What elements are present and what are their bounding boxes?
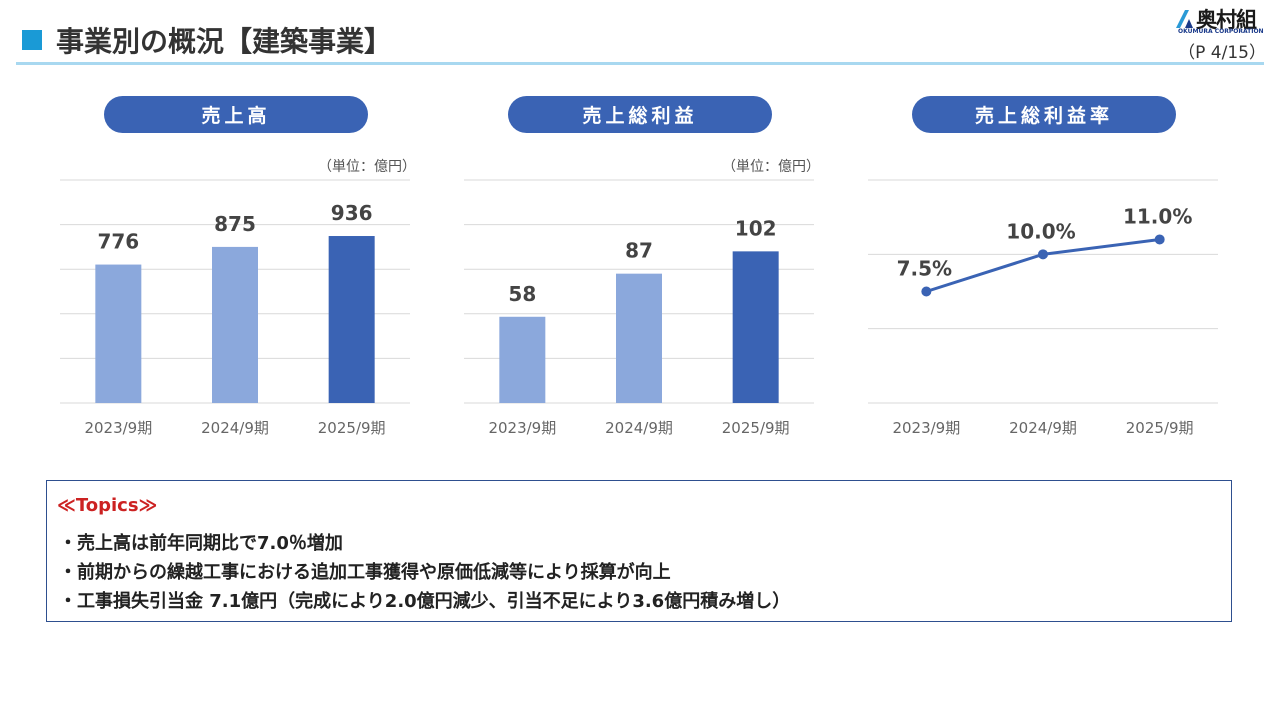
logo-mark-icon — [1176, 10, 1193, 28]
tick-label: 2025/9期 — [1126, 419, 1194, 437]
data-label: 936 — [331, 201, 373, 225]
title-underline — [16, 62, 1264, 65]
bar — [328, 236, 375, 403]
logo-subtitle: OKUMURA CORPORATION — [1178, 28, 1264, 35]
gross-margin-line-chart: 7.5% 10.0% 11.0% 2023/9期 2024/9期 2025/9期 — [868, 179, 1218, 437]
data-label: 875 — [214, 212, 256, 236]
bar — [95, 264, 142, 403]
pill-sales: 売上高 — [104, 96, 368, 133]
gross-profit-bar-chart: 58 87 102 2023/9期 2024/9期 2025/9期 — [464, 179, 814, 437]
pill-gross-profit: 売上総利益 — [508, 96, 772, 133]
data-point — [1038, 249, 1048, 260]
bar — [212, 246, 258, 403]
data-point — [1154, 234, 1165, 245]
tick-label: 2024/9期 — [1009, 419, 1077, 437]
unit-label-sales: （単位：億円） — [318, 159, 416, 175]
page-indicator: （P 4/15） — [1178, 43, 1266, 63]
tick-label: 2024/9期 — [605, 419, 673, 437]
data-label: 776 — [97, 230, 139, 254]
topics-box: ≪Topics≫ ・売上高は前年同期比で7.0％増加 ・前期からの繰越工事におけ… — [46, 480, 1232, 622]
topics-heading: ≪Topics≫ — [57, 495, 158, 516]
tick-label: 2023/9期 — [84, 419, 152, 437]
tick-label: 2023/9期 — [488, 419, 556, 437]
data-label: 58 — [508, 282, 536, 306]
tick-label: 2025/9期 — [318, 419, 386, 437]
bar — [499, 316, 546, 403]
bar — [616, 273, 662, 403]
unit-label-gross-profit: （単位：億円） — [722, 159, 820, 175]
page-title: 事業別の概況【建築事業】 — [56, 25, 393, 58]
title-accent-square — [22, 30, 42, 50]
tick-label: 2024/9期 — [201, 419, 269, 437]
topic-item: ・工事損失引当金 7.1億円（完成により2.0億円減少、引当不足により3.6億円… — [59, 591, 791, 612]
bar — [732, 251, 779, 403]
data-label: 7.5% — [897, 257, 952, 281]
data-label: 11.0% — [1123, 204, 1192, 228]
tick-label: 2025/9期 — [722, 419, 790, 437]
topic-item: ・前期からの繰越工事における追加工事獲得や原価低減等により採算が向上 — [59, 562, 671, 583]
data-point — [921, 286, 932, 297]
topic-item: ・売上高は前年同期比で7.0％増加 — [59, 533, 343, 554]
company-logo: 奥村組 OKUMURA CORPORATION — [1176, 6, 1264, 36]
tick-label: 2023/9期 — [892, 419, 960, 437]
sales-bar-chart: 776 875 936 2023/9期 2024/9期 2025/9期 — [60, 179, 410, 437]
series-line — [925, 237, 1160, 293]
logo-name: 奥村組 — [1196, 8, 1257, 32]
data-label: 87 — [625, 239, 653, 263]
data-label: 10.0% — [1006, 219, 1075, 243]
pill-gross-margin: 売上総利益率 — [912, 96, 1176, 133]
data-label: 102 — [735, 216, 777, 240]
